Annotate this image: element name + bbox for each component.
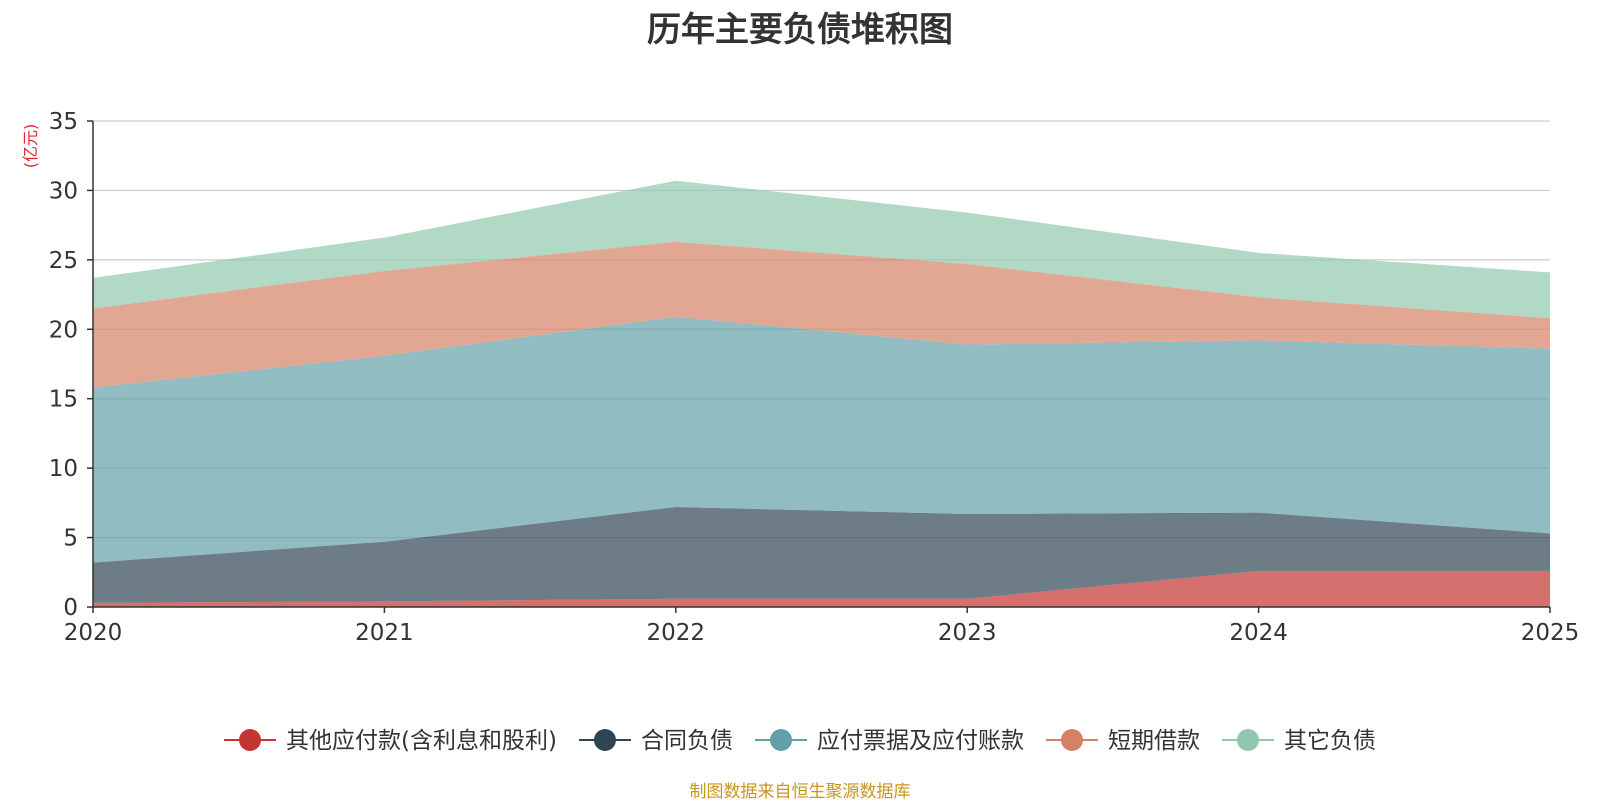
x-tick-label: 2022: [647, 620, 706, 646]
legend-label: 其他应付款(含利息和股利): [286, 728, 557, 754]
legend-marker: [239, 729, 262, 751]
series-areas: [93, 180, 1550, 607]
x-tick-label: 2024: [1229, 620, 1288, 646]
legend-label: 合同负债: [641, 728, 733, 754]
legend-label: 其它负债: [1284, 728, 1376, 754]
legend-marker: [1060, 729, 1083, 751]
area-series-4: [93, 241, 1550, 388]
legend-marker: [593, 729, 616, 751]
legend-marker: [769, 729, 792, 751]
y-tick-label: 0: [63, 595, 78, 621]
x-tick-label: 2020: [64, 620, 123, 646]
legend-label: 短期借款: [1108, 728, 1200, 754]
y-tick-label: 35: [49, 109, 78, 135]
y-tick-label: 15: [49, 387, 78, 413]
area-series-1: [93, 570, 1550, 607]
y-tick-label: 10: [49, 456, 78, 482]
y-axis-unit-label: (亿元): [21, 124, 40, 169]
y-tick-label: 20: [49, 317, 78, 343]
legend-marker: [1236, 729, 1259, 751]
legend: 其他应付款(含利息和股利) 合同负债 应付票据及应付账款 短期借款 其它负债: [224, 728, 1376, 754]
y-tick-label: 5: [63, 526, 78, 552]
y-tick-label: 25: [49, 248, 78, 274]
source-note: 制图数据来自恒生聚源数据库: [689, 782, 911, 802]
chart-title: 历年主要负债堆积图: [647, 10, 953, 50]
x-tick-label: 2021: [355, 620, 414, 646]
area-series-5: [93, 180, 1550, 319]
legend-label: 应付票据及应付账款: [817, 728, 1024, 754]
x-tick-label: 2025: [1521, 620, 1580, 646]
area-series-2: [93, 507, 1550, 603]
y-tick-label: 30: [49, 178, 78, 204]
area-series-3: [93, 316, 1550, 563]
x-tick-label: 2023: [938, 620, 997, 646]
